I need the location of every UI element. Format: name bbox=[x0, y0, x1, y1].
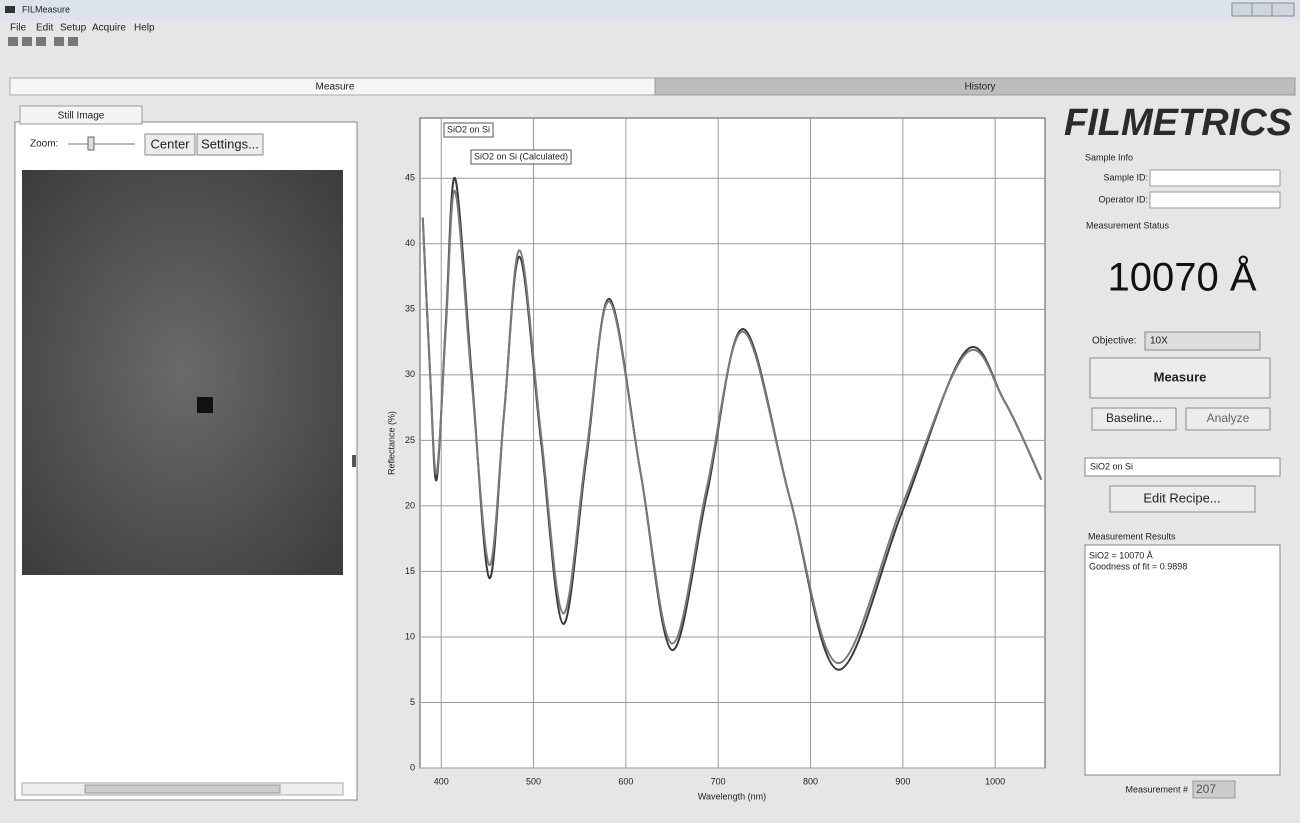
dropdown-value: SiO2 on Si bbox=[1090, 461, 1133, 471]
x-tick-label: 800 bbox=[803, 776, 818, 786]
x-tick-label: 1000 bbox=[985, 776, 1005, 786]
x-tick-label: 500 bbox=[526, 776, 541, 786]
minimize[interactable] bbox=[1232, 3, 1252, 16]
menu-item[interactable]: Help bbox=[134, 23, 155, 34]
field-label: Objective: bbox=[1092, 336, 1136, 347]
tool-icon[interactable] bbox=[22, 37, 32, 46]
result-line: SiO2 = 10070 Å bbox=[1089, 550, 1153, 560]
menu-item[interactable]: Acquire bbox=[92, 23, 126, 34]
y-tick-label: 35 bbox=[405, 304, 415, 314]
group-label: Measurement Results bbox=[1088, 531, 1176, 541]
tab-label: Still Image bbox=[58, 111, 105, 122]
group-label: Sample Info bbox=[1085, 152, 1133, 162]
title-bar bbox=[0, 0, 1300, 20]
zoom-label: Zoom: bbox=[30, 139, 58, 150]
button-label: Analyze bbox=[1207, 411, 1250, 425]
splitter[interactable] bbox=[352, 455, 356, 467]
tab-label: Measure bbox=[316, 82, 355, 93]
toolbar bbox=[8, 37, 78, 46]
y-tick-label: 30 bbox=[405, 369, 415, 379]
x-axis-label: Wavelength (nm) bbox=[698, 791, 766, 801]
menu-item[interactable]: Setup bbox=[60, 23, 87, 34]
field-label: Sample ID: bbox=[1103, 172, 1148, 182]
zoom-thumb[interactable] bbox=[88, 137, 94, 150]
maximize[interactable] bbox=[1252, 3, 1272, 16]
button-label: Edit Recipe... bbox=[1143, 490, 1220, 505]
y-tick-label: 10 bbox=[405, 631, 415, 641]
dropdown-value: 10X bbox=[1150, 336, 1168, 347]
field-label: Operator ID: bbox=[1098, 194, 1148, 204]
y-tick-label: 40 bbox=[405, 238, 415, 248]
status-value: 10070 Å bbox=[1107, 255, 1256, 300]
legend-label: SiO2 on Si bbox=[447, 124, 490, 134]
field-label: Measurement # bbox=[1125, 784, 1188, 794]
menu-item[interactable]: File bbox=[10, 23, 27, 34]
tool-icon[interactable] bbox=[8, 37, 18, 46]
x-tick-label: 600 bbox=[618, 776, 633, 786]
x-tick-label: 400 bbox=[434, 776, 449, 786]
camera-image bbox=[22, 170, 343, 575]
menu-bar: File Edit Setup Acquire Help bbox=[10, 23, 155, 34]
button-label: Settings... bbox=[201, 136, 259, 151]
y-tick-label: 25 bbox=[405, 435, 415, 445]
results-box bbox=[1085, 545, 1280, 775]
button-label: Center bbox=[150, 136, 190, 151]
tab-label: History bbox=[964, 82, 995, 93]
app-icon bbox=[5, 6, 15, 13]
scroll-thumb[interactable] bbox=[85, 785, 280, 793]
x-tick-label: 900 bbox=[895, 776, 910, 786]
counter-value: 207 bbox=[1196, 782, 1216, 796]
plot-area bbox=[420, 118, 1045, 768]
x-tick-label: 700 bbox=[711, 776, 726, 786]
logo: FILMETRICS bbox=[1064, 102, 1292, 144]
tool-icon[interactable] bbox=[68, 37, 78, 46]
window-title: FILMeasure bbox=[22, 4, 70, 14]
button-label: Baseline... bbox=[1106, 411, 1162, 425]
y-axis-label: Reflectance (%) bbox=[386, 411, 396, 475]
legend-label: SiO2 on Si (Calculated) bbox=[474, 151, 568, 161]
result-line: Goodness of fit = 0.9898 bbox=[1089, 561, 1187, 571]
close[interactable] bbox=[1272, 3, 1294, 16]
group-label: Measurement Status bbox=[1086, 220, 1170, 230]
app-window: FILMeasure File Edit Setup Acquire Help … bbox=[0, 0, 1300, 823]
button-label: Measure bbox=[1154, 369, 1207, 384]
y-tick-label: 15 bbox=[405, 566, 415, 576]
menu-item[interactable]: Edit bbox=[36, 23, 53, 34]
y-tick-label: 0 bbox=[410, 762, 415, 772]
y-tick-label: 5 bbox=[410, 697, 415, 707]
y-tick-label: 20 bbox=[405, 500, 415, 510]
tool-icon[interactable] bbox=[54, 37, 64, 46]
text-input[interactable] bbox=[1150, 170, 1280, 186]
tool-icon[interactable] bbox=[36, 37, 46, 46]
measurement-spot bbox=[197, 397, 213, 413]
text-input[interactable] bbox=[1150, 192, 1280, 208]
y-tick-label: 45 bbox=[405, 173, 415, 183]
